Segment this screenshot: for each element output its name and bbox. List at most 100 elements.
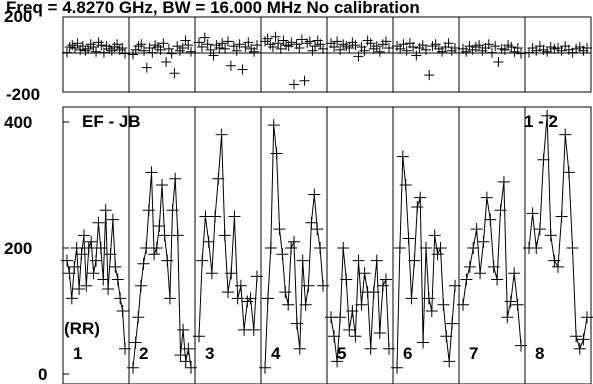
segment-label-5: 5 <box>337 344 346 363</box>
phase-point <box>278 35 289 46</box>
amplitude-point <box>570 330 583 343</box>
phase-point <box>374 46 385 57</box>
amp-ytick-400: 400 <box>4 113 32 132</box>
amplitude-point <box>127 361 139 374</box>
amplitude-point <box>106 213 119 226</box>
amplitude-point <box>477 235 490 248</box>
phase-point <box>225 60 236 71</box>
amplitude-point <box>364 342 377 355</box>
phase-point <box>493 57 504 67</box>
amplitude-point <box>367 286 380 299</box>
phase-point <box>77 41 88 52</box>
segment-label-7: 7 <box>469 344 478 363</box>
amplitude-point <box>470 223 483 236</box>
segment-6: 6 <box>391 17 461 384</box>
phase-point <box>91 46 101 57</box>
segment-8: 8 <box>523 17 593 384</box>
phase-point <box>252 40 262 51</box>
amplitude-point <box>443 355 456 368</box>
amplitude-point <box>90 254 102 267</box>
amplitude-point <box>463 260 476 273</box>
phase-point <box>237 64 248 75</box>
amplitude-point <box>290 317 303 330</box>
amplitude-point <box>182 342 195 355</box>
phase-point <box>443 38 454 49</box>
phase-point <box>450 42 460 53</box>
amplitude-point <box>222 286 234 299</box>
amplitude-point <box>61 254 73 267</box>
phase-point <box>371 41 382 52</box>
amplitude-point <box>349 330 362 343</box>
amplitude-point <box>396 150 409 163</box>
amplitude-point <box>225 267 238 280</box>
amplitude-point <box>581 311 593 324</box>
phase-point <box>265 39 276 50</box>
baseline-label: EF - JB <box>82 112 141 131</box>
amplitude-point <box>285 242 298 254</box>
phase-point <box>359 45 370 56</box>
phase-point <box>214 42 225 53</box>
phase-point <box>516 48 526 59</box>
amplitude-point <box>276 248 289 261</box>
phase-point <box>169 68 180 79</box>
phase-point <box>461 46 472 57</box>
phase-point <box>424 70 435 81</box>
phase-point <box>286 37 297 48</box>
amplitude-point <box>104 248 117 261</box>
amplitude-point <box>279 286 292 299</box>
amplitude-point <box>215 128 228 141</box>
amp-yticks <box>63 121 69 375</box>
amplitude-point <box>65 292 78 305</box>
amplitude-point <box>526 207 539 220</box>
amplitude-point <box>414 191 427 204</box>
phase-ytick-bottom: -200 <box>6 85 40 104</box>
amplitude-point <box>134 279 147 292</box>
phase-point <box>249 46 260 57</box>
phase-point <box>315 39 326 50</box>
amplitude-point <box>77 229 90 242</box>
amplitude-point <box>109 260 122 273</box>
amplitude-point <box>352 254 365 267</box>
phase-point <box>296 34 307 45</box>
phase-point <box>144 42 155 53</box>
amplitude-point <box>420 242 432 254</box>
phase-point <box>335 44 346 55</box>
amplitude-point <box>425 305 438 317</box>
phase-point <box>136 39 147 50</box>
amplitude-point <box>328 330 341 343</box>
segment-7: 7 <box>457 17 527 384</box>
phase-point <box>199 32 210 43</box>
phase-point <box>104 43 115 54</box>
phase-point <box>243 37 254 48</box>
amplitude-point <box>343 323 356 336</box>
amplitude-point <box>234 279 247 292</box>
amplitude-point <box>114 292 127 305</box>
amplitude-line <box>528 115 588 351</box>
phase-point <box>483 39 494 50</box>
amplitude-point <box>158 229 171 242</box>
amplitude-point <box>102 282 115 295</box>
amplitude-point <box>487 260 500 273</box>
amplitude-point <box>491 273 504 286</box>
phase-point <box>474 40 485 51</box>
phase-point <box>384 42 394 53</box>
amplitude-point <box>331 355 344 368</box>
amplitude-point <box>205 267 218 280</box>
phase-point <box>329 42 340 52</box>
phase-point <box>217 38 228 49</box>
phase-point <box>294 42 305 53</box>
phase-point <box>490 41 501 52</box>
phase-point <box>150 40 161 51</box>
amplitude-point <box>68 260 81 273</box>
amplitude-point <box>337 242 350 254</box>
phase-point <box>69 42 80 53</box>
amplitude-point <box>270 147 283 160</box>
if-pair-label: 1 - 2 <box>524 112 558 131</box>
phase-point <box>128 49 138 60</box>
amplitude-point <box>302 279 315 292</box>
amplitude-point <box>346 305 359 317</box>
phase-point <box>273 38 284 49</box>
amplitude-point <box>177 323 190 336</box>
amplitude-point <box>555 210 568 223</box>
phase-point <box>141 62 152 73</box>
